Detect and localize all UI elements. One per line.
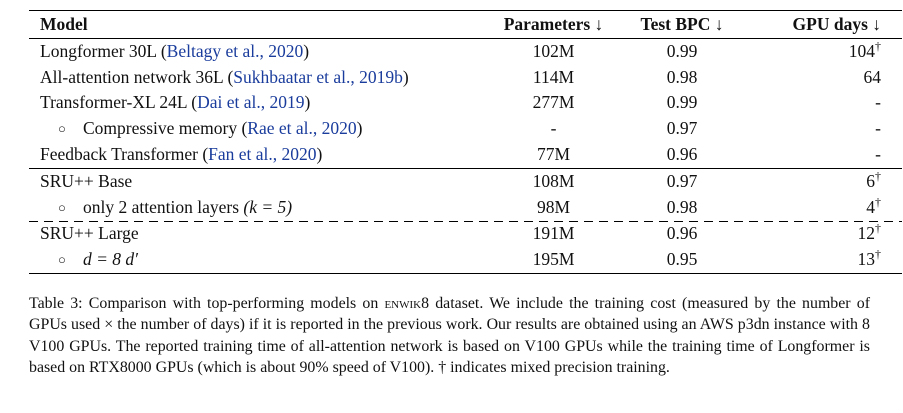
- table-row: ○ Compressive memory (Rae et al., 2020) -…: [29, 116, 902, 143]
- bpc-cell: 0.96: [666, 223, 698, 244]
- model-cell: Transformer-XL 24L (Dai et al., 2019): [40, 92, 311, 113]
- params-cell: 277M: [532, 92, 575, 113]
- model-name: SRU++ Large: [40, 223, 139, 244]
- bullet-icon-wrap: ○: [40, 116, 83, 143]
- model-cell: ○ Compressive memory (Rae et al., 2020): [29, 116, 485, 143]
- table-row: Feedback Transformer (Fan et al., 2020) …: [29, 142, 902, 168]
- caption-text-after: dataset. We include the training cost (m…: [29, 295, 870, 376]
- gpu-days-cell: 4†: [742, 195, 902, 222]
- circle-bullet-icon: ○: [58, 251, 66, 267]
- table-row: Transformer-XL 24L (Dai et al., 2019) 27…: [29, 90, 902, 116]
- citation-link[interactable]: Beltagy et al., 2020: [166, 41, 304, 61]
- params-cell: 195M: [532, 249, 575, 270]
- table-row: ○ only 2 attention layers (k = 5) 98M 0.9…: [29, 195, 902, 222]
- gpu-days-value: 6: [866, 170, 875, 191]
- params-cell: -: [550, 118, 557, 139]
- gpu-days-cell: 104†: [742, 39, 902, 65]
- gpu-days-value: 4: [866, 197, 875, 218]
- bpc-cell: 0.99: [666, 41, 698, 61]
- dagger-mark: †: [875, 169, 881, 184]
- model-name: All-attention network 36L: [40, 66, 224, 87]
- params-cell: 114M: [532, 66, 575, 87]
- bullet-icon-wrap: ○: [40, 195, 83, 222]
- bullet-icon-wrap: ○: [40, 247, 83, 274]
- dagger-mark: †: [875, 221, 881, 236]
- params-cell: 77M: [536, 144, 571, 165]
- model-cell: SRU++ Base: [29, 168, 485, 194]
- model-cell: ○ only 2 attention layers (k = 5): [29, 195, 485, 222]
- table-row: SRU++ Base 108M 0.97 6†: [29, 168, 902, 194]
- dataset-name: enwik8: [384, 295, 430, 312]
- gpu-days-value: 104: [848, 41, 875, 61]
- gpu-days-cell: 13†: [742, 247, 902, 274]
- model-cell: Feedback Transformer (Fan et al., 2020): [40, 144, 323, 165]
- gpu-days-value: 13: [857, 249, 876, 270]
- bpc-cell: 0.97: [666, 170, 698, 191]
- header-test-bpc: Test BPC ↓: [640, 14, 724, 34]
- bpc-cell: 0.97: [666, 118, 698, 139]
- model-name: Feedback Transformer: [40, 144, 198, 165]
- gpu-days-cell: 6†: [742, 168, 902, 194]
- params-cell: 191M: [532, 223, 575, 244]
- header-model: Model: [40, 14, 88, 34]
- circle-bullet-icon: ○: [58, 120, 66, 136]
- table-caption: Table 3: Comparison with top-performing …: [29, 293, 870, 378]
- dagger-mark: †: [875, 195, 881, 210]
- params-cell: 98M: [536, 197, 571, 218]
- citation-link[interactable]: Fan et al., 2020: [208, 144, 317, 165]
- model-cell: Longformer 30L (Beltagy et al., 2020): [40, 41, 310, 61]
- table-header-row: Model Parameters ↓ Test BPC ↓ GPU days ↓: [29, 10, 902, 39]
- model-name: SRU++ Base: [40, 170, 133, 191]
- model-math-name: d = 8 d′: [83, 248, 139, 269]
- circle-bullet-icon: ○: [58, 199, 66, 215]
- results-table: Model Parameters ↓ Test BPC ↓ GPU days ↓…: [29, 10, 902, 274]
- table-row: Longformer 30L (Beltagy et al., 2020) 10…: [29, 39, 902, 65]
- model-name: Compressive memory: [83, 117, 238, 138]
- table-row: All-attention network 36L (Sukhbaatar et…: [29, 65, 902, 91]
- dagger-mark: †: [875, 247, 881, 262]
- gpu-days-cell: -: [875, 144, 881, 165]
- params-cell: 102M: [532, 41, 575, 61]
- model-cell: SRU++ Large: [29, 221, 485, 247]
- gpu-days-cell: 64: [742, 65, 902, 91]
- model-name: Transformer-XL 24L: [40, 92, 187, 113]
- header-parameters: Parameters ↓: [503, 14, 604, 34]
- model-cell: ○ d = 8 d′: [29, 247, 485, 274]
- bpc-cell: 0.99: [666, 92, 698, 113]
- model-name: only 2 attention layers: [83, 196, 240, 217]
- gpu-days-cell: -: [875, 92, 881, 113]
- bpc-cell: 0.95: [666, 249, 698, 270]
- params-cell: 108M: [532, 170, 575, 191]
- model-cell: All-attention network 36L (Sukhbaatar et…: [40, 66, 409, 87]
- citation-link[interactable]: Dai et al., 2019: [197, 92, 305, 113]
- caption-label: Table 3:: [29, 295, 83, 312]
- bpc-cell: 0.96: [666, 144, 698, 165]
- citation-link[interactable]: Sukhbaatar et al., 2019b: [233, 66, 403, 87]
- math-note: (k = 5): [243, 196, 293, 217]
- gpu-days-value: 12: [857, 223, 876, 244]
- bpc-cell: 0.98: [666, 197, 698, 218]
- dagger-mark: †: [875, 39, 881, 54]
- header-gpu-days: GPU days ↓: [792, 14, 881, 34]
- gpu-days-value: 64: [863, 66, 882, 87]
- gpu-days-cell: -: [875, 118, 881, 139]
- table-row: ○ d = 8 d′ 195M 0.95 13†: [29, 247, 902, 274]
- table-row: SRU++ Large 191M 0.96 12†: [29, 221, 902, 247]
- caption-text-before: Comparison with top-performing models on: [82, 295, 385, 312]
- bpc-cell: 0.98: [666, 66, 698, 87]
- model-name: Longformer 30L: [40, 41, 157, 61]
- results-table-container: Model Parameters ↓ Test BPC ↓ GPU days ↓…: [29, 10, 902, 274]
- gpu-days-cell: 12†: [742, 221, 902, 247]
- citation-link[interactable]: Rae et al., 2020: [247, 117, 357, 138]
